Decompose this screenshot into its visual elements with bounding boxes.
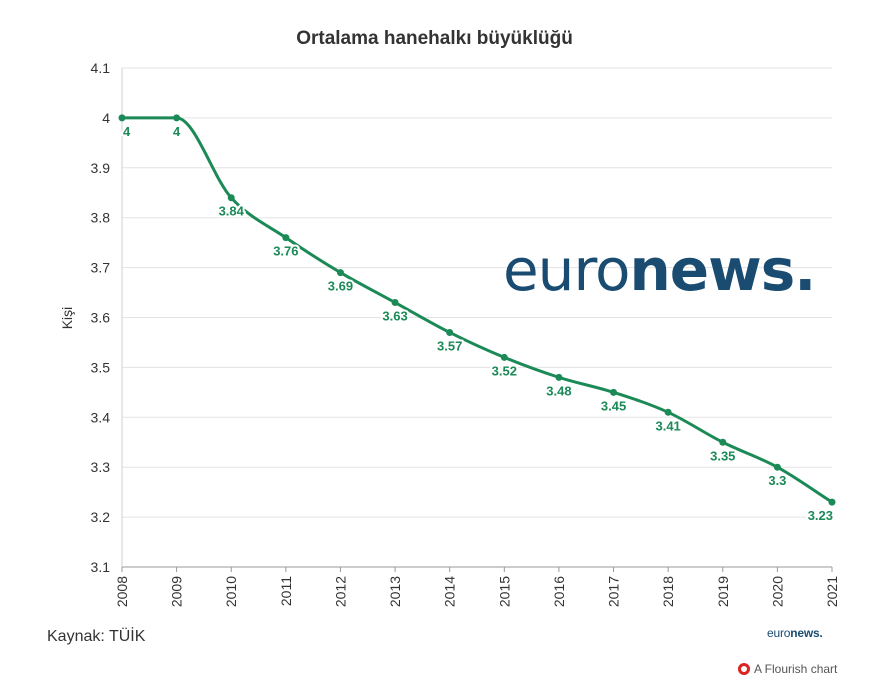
x-tick-label: 2018 [660, 576, 676, 607]
data-label: 3.76 [273, 244, 298, 259]
series-line [122, 116, 833, 504]
watermark-light: euro [503, 236, 630, 304]
data-label: 3.84 [219, 204, 245, 219]
data-label: 4 [123, 124, 131, 139]
data-label: 3.69 [328, 279, 353, 294]
x-tick-label: 2012 [332, 576, 348, 607]
x-tick-label: 2017 [606, 576, 622, 607]
data-point[interactable] [719, 438, 727, 446]
euronews-watermark: euronews. [503, 236, 816, 304]
data-label: 4 [173, 124, 181, 139]
data-labels: 4 4 3.84 3.76 3.69 3.63 3.57 3.52 3.48 3.45 3.41 3.… [121, 122, 835, 525]
x-tick-label: 2011 [278, 576, 294, 606]
y-tick-label: 4.1 [91, 60, 111, 76]
data-point[interactable] [555, 373, 563, 381]
x-tick-label: 2010 [223, 576, 239, 607]
data-point[interactable] [773, 463, 781, 471]
logo-light: euro [767, 626, 791, 640]
svg-text:euronews.: euronews. [503, 236, 815, 304]
y-tick-label: 3.3 [91, 459, 111, 475]
y-tick-label: 3.4 [91, 409, 111, 425]
logo-bold: news. [790, 626, 823, 640]
y-tick-label: 3.1 [91, 559, 111, 575]
y-tick-label: 4 [102, 110, 110, 126]
data-point[interactable] [227, 194, 235, 202]
data-label: 3.48 [546, 383, 571, 398]
y-tick-label: 3.7 [91, 260, 111, 276]
data-label: 3.3 [768, 473, 786, 488]
flourish-credit[interactable]: A Flourish chart [738, 662, 837, 676]
y-tick-label: 3.9 [91, 160, 111, 176]
y-tick-label: 3.8 [91, 210, 111, 226]
data-point[interactable] [446, 328, 454, 336]
data-point[interactable] [173, 114, 181, 122]
gridlines [121, 67, 832, 568]
data-label: 3.45 [601, 398, 626, 413]
x-tick-label: 2013 [387, 576, 403, 607]
data-label: 3.23 [808, 508, 833, 523]
x-tick-label: 2019 [715, 576, 731, 607]
y-tick-label: 3.6 [91, 310, 111, 326]
euronews-logo: euronews. [767, 626, 823, 640]
data-label: 3.63 [382, 309, 407, 324]
watermark-bold: news. [630, 236, 816, 304]
flourish-icon [738, 663, 750, 675]
y-tick-label: 3.5 [91, 359, 111, 375]
x-tick-label: 2008 [114, 576, 130, 607]
x-tick-label: 2016 [551, 576, 567, 607]
data-label: 3.35 [710, 448, 735, 463]
data-label: 3.41 [655, 418, 680, 433]
source-note: Kaynak: TÜİK [47, 628, 146, 645]
data-point[interactable] [500, 353, 508, 361]
data-point[interactable] [391, 299, 399, 307]
x-axis-ticks: 2008 2009 2010 2011 2012 2013 2014 2015 2016 2017… [114, 567, 840, 607]
data-points [118, 114, 836, 506]
x-tick-label: 2021 [824, 576, 840, 607]
data-point[interactable] [828, 498, 836, 506]
data-point[interactable] [336, 269, 344, 277]
data-point[interactable] [282, 234, 290, 242]
y-axis-label: Kişi [59, 307, 75, 330]
chart-title: Ortalama hanehalkı büyüklüğü [296, 28, 573, 49]
data-label: 3.52 [492, 363, 517, 378]
data-point[interactable] [118, 114, 126, 122]
y-tick-label: 3.2 [91, 509, 111, 525]
y-axis-ticks: 3.1 3.2 3.3 3.4 3.5 3.6 3.7 3.8 3.9 4 4.1 [91, 60, 111, 575]
data-point[interactable] [610, 388, 618, 396]
flourish-credit-label: A Flourish chart [754, 662, 838, 676]
x-tick-label: 2020 [769, 576, 785, 607]
x-tick-label: 2009 [169, 576, 185, 607]
x-tick-label: 2014 [442, 576, 458, 607]
data-point[interactable] [664, 408, 672, 416]
x-tick-label: 2015 [496, 576, 512, 607]
data-label: 3.57 [437, 338, 462, 353]
